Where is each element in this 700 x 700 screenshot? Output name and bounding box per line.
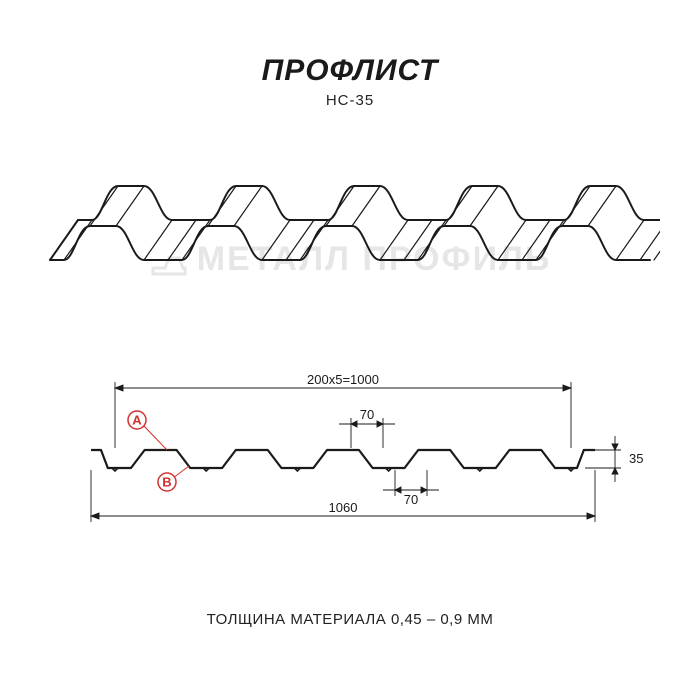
cross-section-diagram: 200x5=1000 70 70 bbox=[55, 370, 645, 540]
dimension-pitch bbox=[115, 382, 571, 448]
svg-text:B: B bbox=[162, 475, 171, 490]
page-title: ПРОФЛИСТ bbox=[0, 54, 700, 88]
dimension-top-flat bbox=[339, 418, 395, 448]
marker-b: B bbox=[158, 466, 189, 491]
dimension-overall-label: 1060 bbox=[329, 500, 358, 515]
dimension-height-label: 35 bbox=[629, 451, 643, 466]
isometric-view bbox=[40, 150, 660, 330]
dimension-top-flat-label: 70 bbox=[360, 407, 374, 422]
svg-text:A: A bbox=[132, 413, 142, 428]
page-subtitle: НС-35 bbox=[0, 92, 700, 109]
dimension-bottom-flat-label: 70 bbox=[404, 492, 418, 507]
dimension-height bbox=[585, 436, 621, 482]
profile-path bbox=[91, 450, 595, 468]
dimension-pitch-label: 200x5=1000 bbox=[307, 372, 379, 387]
thickness-note: ТОЛЩИНА МАТЕРИАЛА 0,45 – 0,9 ММ bbox=[0, 611, 700, 628]
marker-a: A bbox=[128, 411, 167, 450]
